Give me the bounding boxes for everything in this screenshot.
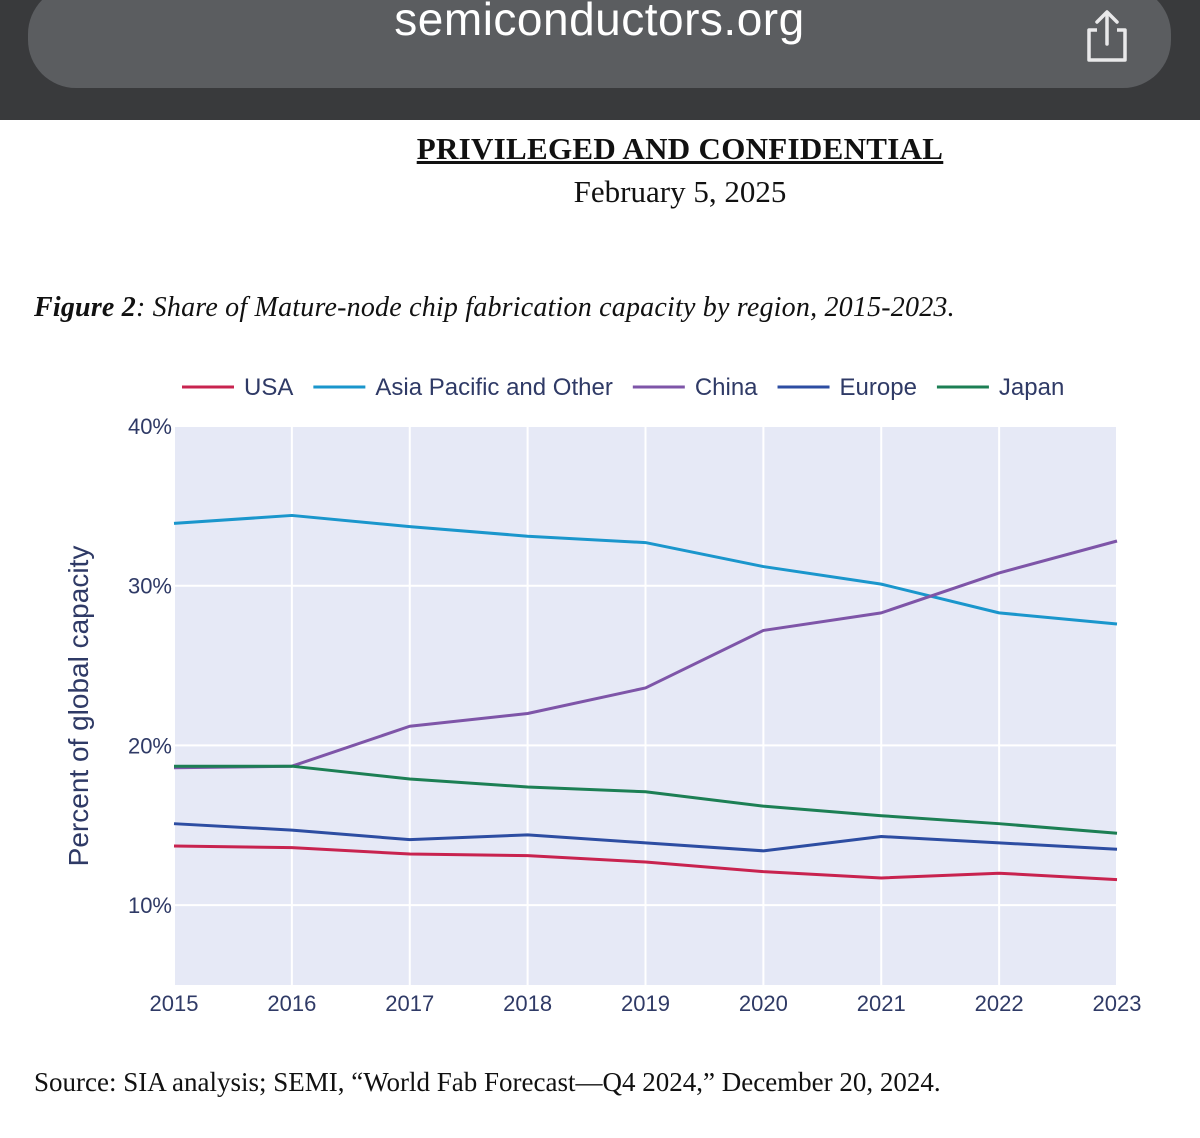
y-tick-label: 40% [128, 414, 172, 439]
x-axis: 2015 2016 2017 2018 2019 2020 2021 2022 2023 [150, 991, 1142, 1016]
series-line-usa [173, 844, 1118, 882]
x-tick-label: 2023 [1093, 991, 1142, 1016]
browser-toolbar: semiconductors.org [0, 0, 1200, 120]
series-lines [173, 513, 1118, 882]
url-text[interactable]: semiconductors.org [394, 0, 805, 45]
x-tick-label: 2015 [150, 991, 199, 1016]
legend-label-asia-pacific-and-other: Asia Pacific and Other [375, 374, 612, 401]
y-tick-label: 20% [128, 733, 172, 758]
legend-label-usa: USA [244, 374, 293, 401]
x-tick-label: 2016 [267, 991, 316, 1016]
x-tick-label: 2021 [857, 991, 906, 1016]
figure-caption: Figure 2: Share of Mature-node chip fabr… [34, 292, 955, 324]
x-tick-label: 2018 [503, 991, 552, 1016]
figure-label: Figure 2 [34, 292, 136, 323]
series-line-china [173, 539, 1118, 770]
address-bar[interactable]: semiconductors.org [28, 0, 1171, 88]
series-line-europe [173, 822, 1118, 853]
series-line-japan [174, 764, 1118, 835]
x-tick-label: 2019 [621, 991, 670, 1016]
x-tick-label: 2020 [739, 991, 788, 1016]
series-line-asia-pacific-and-other [173, 513, 1118, 626]
share-icon[interactable] [1080, 8, 1134, 64]
document-heading: PRIVILEGED AND CONFIDENTIAL [416, 131, 944, 166]
x-tick-label: 2017 [385, 991, 434, 1016]
x-tick-label: 2022 [975, 991, 1024, 1016]
y-axis: 10% 20% 30% 40% [128, 414, 172, 918]
y-tick-label: 10% [128, 893, 172, 918]
y-axis-label: Percent of global capacity [63, 546, 94, 867]
legend: USA Asia Pacific and Other China Europe Japa… [182, 374, 1064, 401]
document-date: February 5, 2025 [573, 174, 787, 209]
y-tick-label: 30% [128, 574, 172, 599]
legend-label-europe: Europe [840, 374, 917, 401]
legend-label-japan: Japan [999, 374, 1064, 401]
source-note: Source: SIA analysis; SEMI, “World Fab F… [34, 1067, 941, 1097]
figure-caption-text: : Share of Mature-node chip fabrication … [135, 292, 955, 323]
legend-label-china: China [695, 374, 758, 401]
